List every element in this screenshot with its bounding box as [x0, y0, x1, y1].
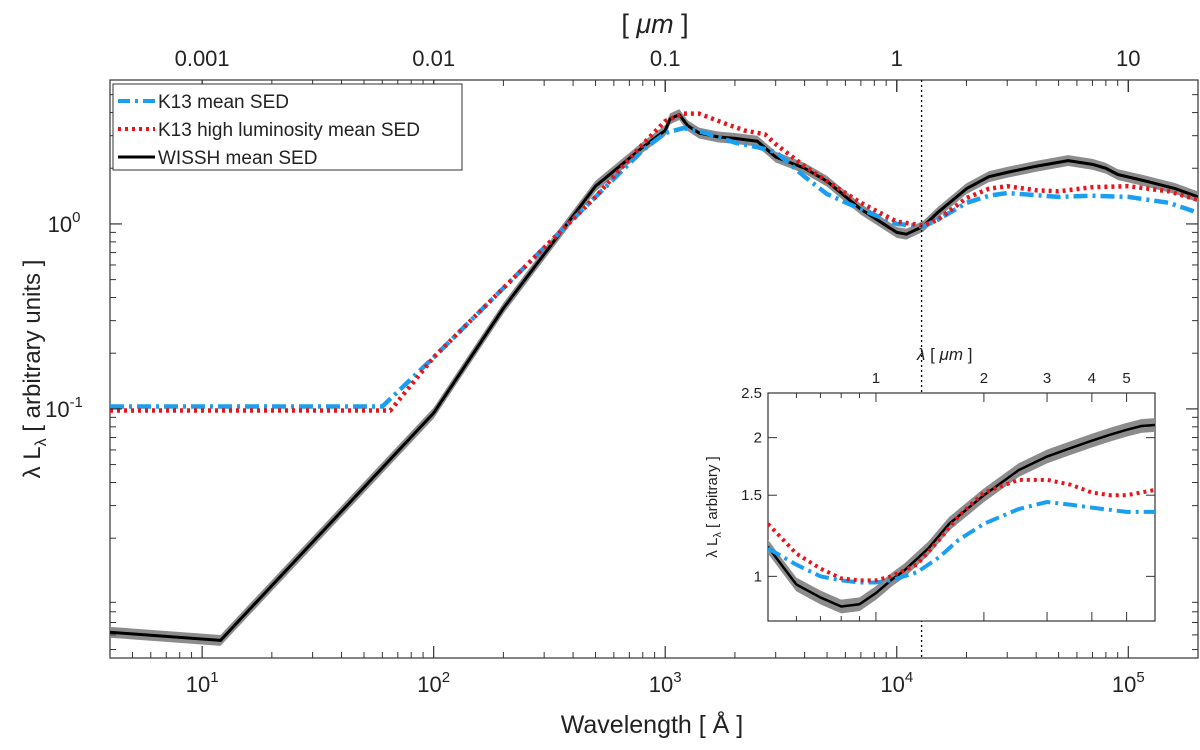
inset-ticks-group: 1 2 3 4 5 1 1.5 2 2.5 — [741, 370, 1155, 621]
inset-wissh-uncertainty-band — [768, 418, 1155, 614]
x-tick-label: 105 — [1112, 669, 1145, 697]
y-tick-label: 10-1 — [45, 394, 83, 422]
main-series-k13-high-luminosity-mean-sed — [110, 111, 1198, 413]
inset-series-wissh-mean-sed — [768, 423, 1155, 608]
top-axis-title: [ μm ] — [621, 9, 688, 39]
main-series-k13-mean-sed — [110, 125, 1198, 409]
main-series-group — [110, 109, 1198, 646]
inset-y-tick-label: 1 — [754, 568, 762, 585]
top-tick-label: 10 — [1116, 46, 1140, 71]
legend-box — [112, 83, 463, 171]
top-tick-label: 0.1 — [650, 46, 681, 71]
legend-label-wissh: WISSH mean SED — [158, 148, 317, 169]
inset-chart: 1 2 3 4 5 1 1.5 2 2.5 λ [ μm ] λ Lλ [ arbitrary … — [704, 345, 1156, 622]
inset-series-k13-mean-sed — [768, 499, 1155, 585]
y-tick-label: 100 — [48, 209, 81, 237]
inset-top-tick-label: 5 — [1122, 370, 1130, 387]
x-axis-title: Wavelength [ Å ] — [561, 709, 744, 739]
y-axis-title: λ Lλ [ arbitrary units ] — [19, 260, 50, 479]
legend-label-k13-high: K13 high luminosity mean SED — [158, 120, 420, 141]
inset-y-tick-label: 2.5 — [741, 385, 762, 402]
inset-y-tick-label: 2 — [754, 430, 762, 447]
main-plot-frame — [109, 79, 1199, 659]
inset-series-k13-high-luminosity-mean-sed — [768, 477, 1155, 583]
inset-y-tick-label: 1.5 — [741, 487, 762, 504]
top-tick-label: 0.01 — [412, 46, 455, 71]
inset-top-tick-label: 2 — [980, 370, 988, 387]
top-tick-label: 1 — [891, 46, 903, 71]
legend-label-k13-mean: K13 mean SED — [158, 92, 289, 113]
x-tick-label: 102 — [417, 669, 450, 697]
x-tick-label: 103 — [649, 669, 682, 697]
inset-top-tick-label: 1 — [872, 370, 880, 387]
legend: K13 mean SED K13 high luminosity mean SE… — [112, 83, 463, 171]
inset-series-group — [768, 418, 1155, 614]
inset-top-tick-label: 4 — [1088, 370, 1096, 387]
inset-top-axis-title: λ [ μm ] — [916, 345, 972, 364]
x-tick-label: 101 — [186, 669, 219, 697]
inset-top-tick-label: 3 — [1043, 370, 1051, 387]
x-tick-label: 104 — [880, 669, 913, 697]
top-tick-label: 0.001 — [175, 46, 230, 71]
inset-y-axis-title: λ Lλ [ arbitrary ] — [704, 456, 724, 557]
